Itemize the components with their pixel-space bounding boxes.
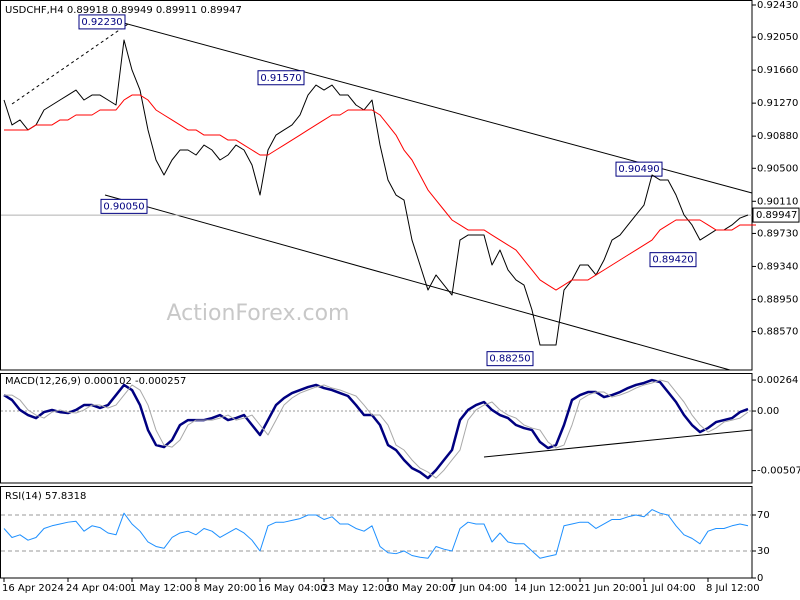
current-price-label: 0.89947 [756,210,797,221]
x-tick-label: 24 Apr 04:00 [66,583,131,594]
series-line [3,509,749,559]
y-tick-label: 0.00 [757,406,779,417]
x-tick-label: 16 Apr 2024 [2,583,64,594]
price-label-box [100,198,148,214]
x-tick-label: 30 May 20:00 [386,583,455,594]
x-tick-label: 23 May 12:00 [322,583,391,594]
y-tick-label: 0.91270 [757,98,798,109]
price-panel [0,0,753,371]
price-label: 0.89420 [652,255,693,266]
channel-line [104,194,731,371]
series-line [3,39,749,346]
price-label: 0.91570 [260,73,301,84]
y-tick-label: 0.89340 [757,261,798,272]
y-tick-label: 0.90500 [757,163,798,174]
price-label-box [78,14,126,30]
y-tick-label: 0.88950 [757,294,798,305]
x-tick-label: 8 Jul 12:00 [706,583,760,594]
y-tick-label: 0.90880 [757,131,798,142]
price-label-box [649,252,697,268]
chart-title: USDCHF,H4 0.89918 0.89949 0.89911 0.8994… [5,5,242,16]
price-label: 0.90050 [103,201,144,212]
x-tick-label: 21 Jun 20:00 [578,583,642,594]
y-tick-label: 0.89730 [757,228,798,239]
price-label-box [615,161,663,177]
series-line [4,94,756,291]
y-tick-label: 70 [757,510,770,521]
series-line [4,379,749,479]
y-tick-label: 0.88570 [757,327,798,338]
price-label-box [257,70,305,86]
rsi-title: RSI(14) 57.8318 [5,491,86,502]
y-tick-label: 30 [757,546,770,557]
y-tick-label: 0.00264 [757,375,798,386]
x-tick-label: 1 May 12:00 [130,583,192,594]
series-line [3,378,749,480]
y-tick-label: 0 [757,573,763,584]
x-tick-label: 14 Jun 12:00 [514,583,578,594]
rsi-panel [0,486,753,579]
price-label-box [486,351,534,367]
macd-title: MACD(12,26,9) 0.000102 -0.000257 [5,376,186,387]
watermark: ActionForex.com [167,301,350,326]
y-tick-label: 0.91660 [757,65,798,76]
current-price-box [752,207,800,223]
y-tick-label: 0.92430 [757,0,798,11]
price-label: 0.88250 [489,354,530,365]
price-label: 0.92230 [81,17,122,28]
y-tick-label: 0.90110 [757,196,798,207]
y-tick-label: 0.92050 [757,32,798,43]
x-tick-label: 8 May 20:00 [194,583,256,594]
x-tick-label: 1 Jul 04:00 [642,583,696,594]
macd-trend-line [483,429,753,458]
macd-panel [0,373,753,484]
x-tick-label: 7 Jun 04:00 [450,583,507,594]
x-tick-label: 16 May 04:00 [258,583,327,594]
price-label: 0.90490 [618,164,659,175]
